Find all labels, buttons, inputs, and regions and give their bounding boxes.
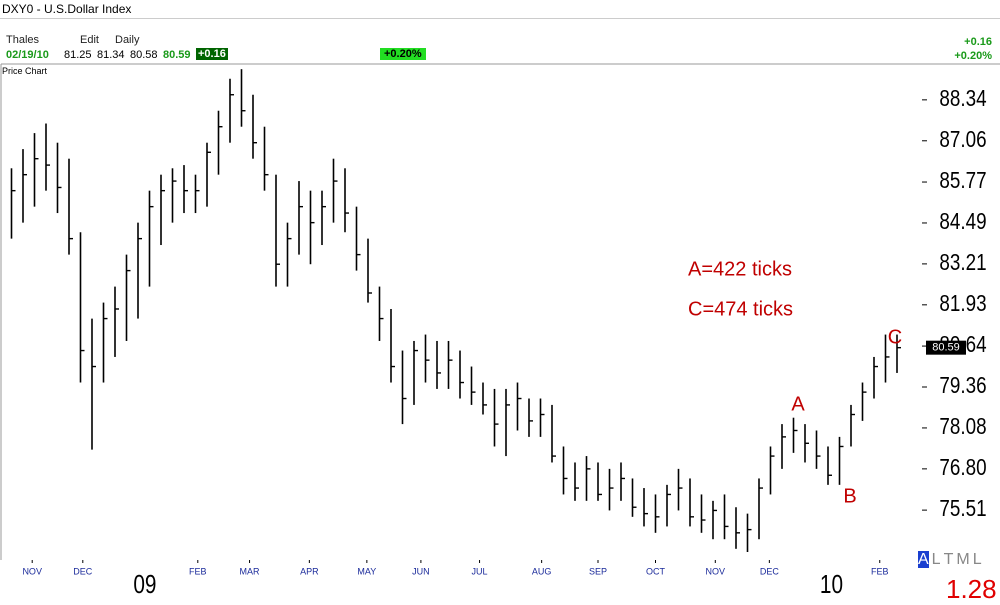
last-price-label: 80.59 xyxy=(932,342,960,354)
annotation: C xyxy=(888,326,902,348)
panel-label: Price Chart xyxy=(2,66,48,76)
toolbar-button[interactable]: Edit xyxy=(80,34,99,46)
y-tick-label: 85.77 xyxy=(939,168,986,193)
quote-date: 02/19/10 xyxy=(6,49,49,61)
x-tick-label: SEP xyxy=(589,566,607,576)
quote-change: +0.16 xyxy=(196,48,228,60)
annotation: A xyxy=(791,393,805,415)
chart-title: DXY0 - U.S.Dollar Index xyxy=(2,2,132,16)
scale-button[interactable]: L xyxy=(972,551,982,568)
annotation: B xyxy=(843,485,856,507)
scale-button[interactable]: T xyxy=(943,551,954,568)
x-tick-label: JUN xyxy=(412,566,430,576)
quote-open: 81.25 xyxy=(64,49,92,61)
y-tick-label: 87.06 xyxy=(939,127,986,152)
quote-low: 80.58 xyxy=(130,49,158,61)
toolbar-button[interactable]: Daily xyxy=(115,34,140,46)
separator xyxy=(0,18,1000,19)
y-tick-label: 79.36 xyxy=(939,373,986,398)
toolbar-button[interactable]: Thales xyxy=(6,34,40,46)
y-tick-label: 83.21 xyxy=(939,250,986,275)
y-tick-label: 84.49 xyxy=(939,209,986,234)
x-tick-label: AUG xyxy=(532,566,552,576)
year-label: 10 xyxy=(820,570,843,599)
y-tick-label: 75.51 xyxy=(939,497,986,522)
x-tick-label: OCT xyxy=(646,566,666,576)
annotation: C=474 ticks xyxy=(688,298,793,320)
quote-percent: +0.20% xyxy=(380,48,426,60)
scale-button[interactable]: L xyxy=(931,551,941,568)
y-tick-label: 81.93 xyxy=(939,291,986,316)
x-tick-label: DEC xyxy=(73,566,93,576)
right-change: +0.16 xyxy=(964,36,992,48)
x-tick-label: APR xyxy=(300,566,319,576)
x-tick-label: NOV xyxy=(706,566,726,576)
x-tick-label: NOV xyxy=(22,566,42,576)
quote-high: 81.34 xyxy=(97,49,125,61)
scale-button[interactable]: A xyxy=(918,551,929,568)
x-tick-label: MAR xyxy=(240,566,261,576)
scale-value: 1.28 xyxy=(946,574,997,604)
x-tick-label: MAY xyxy=(357,566,376,576)
annotation: A=422 ticks xyxy=(688,258,792,280)
x-tick-label: FEB xyxy=(871,566,889,576)
quote-last: 80.59 xyxy=(163,49,191,61)
x-tick-label: FEB xyxy=(189,566,207,576)
last-price-box xyxy=(926,340,966,355)
y-tick-label: 76.80 xyxy=(939,455,986,480)
x-tick-label: JUL xyxy=(472,566,488,576)
y-tick-label: 88.34 xyxy=(939,86,986,111)
right-percent: +0.20% xyxy=(954,50,992,62)
x-tick-label: DEC xyxy=(760,566,780,576)
y-tick-label: 78.08 xyxy=(939,414,986,439)
scale-button[interactable]: M xyxy=(956,551,970,568)
year-label: 09 xyxy=(133,570,156,599)
